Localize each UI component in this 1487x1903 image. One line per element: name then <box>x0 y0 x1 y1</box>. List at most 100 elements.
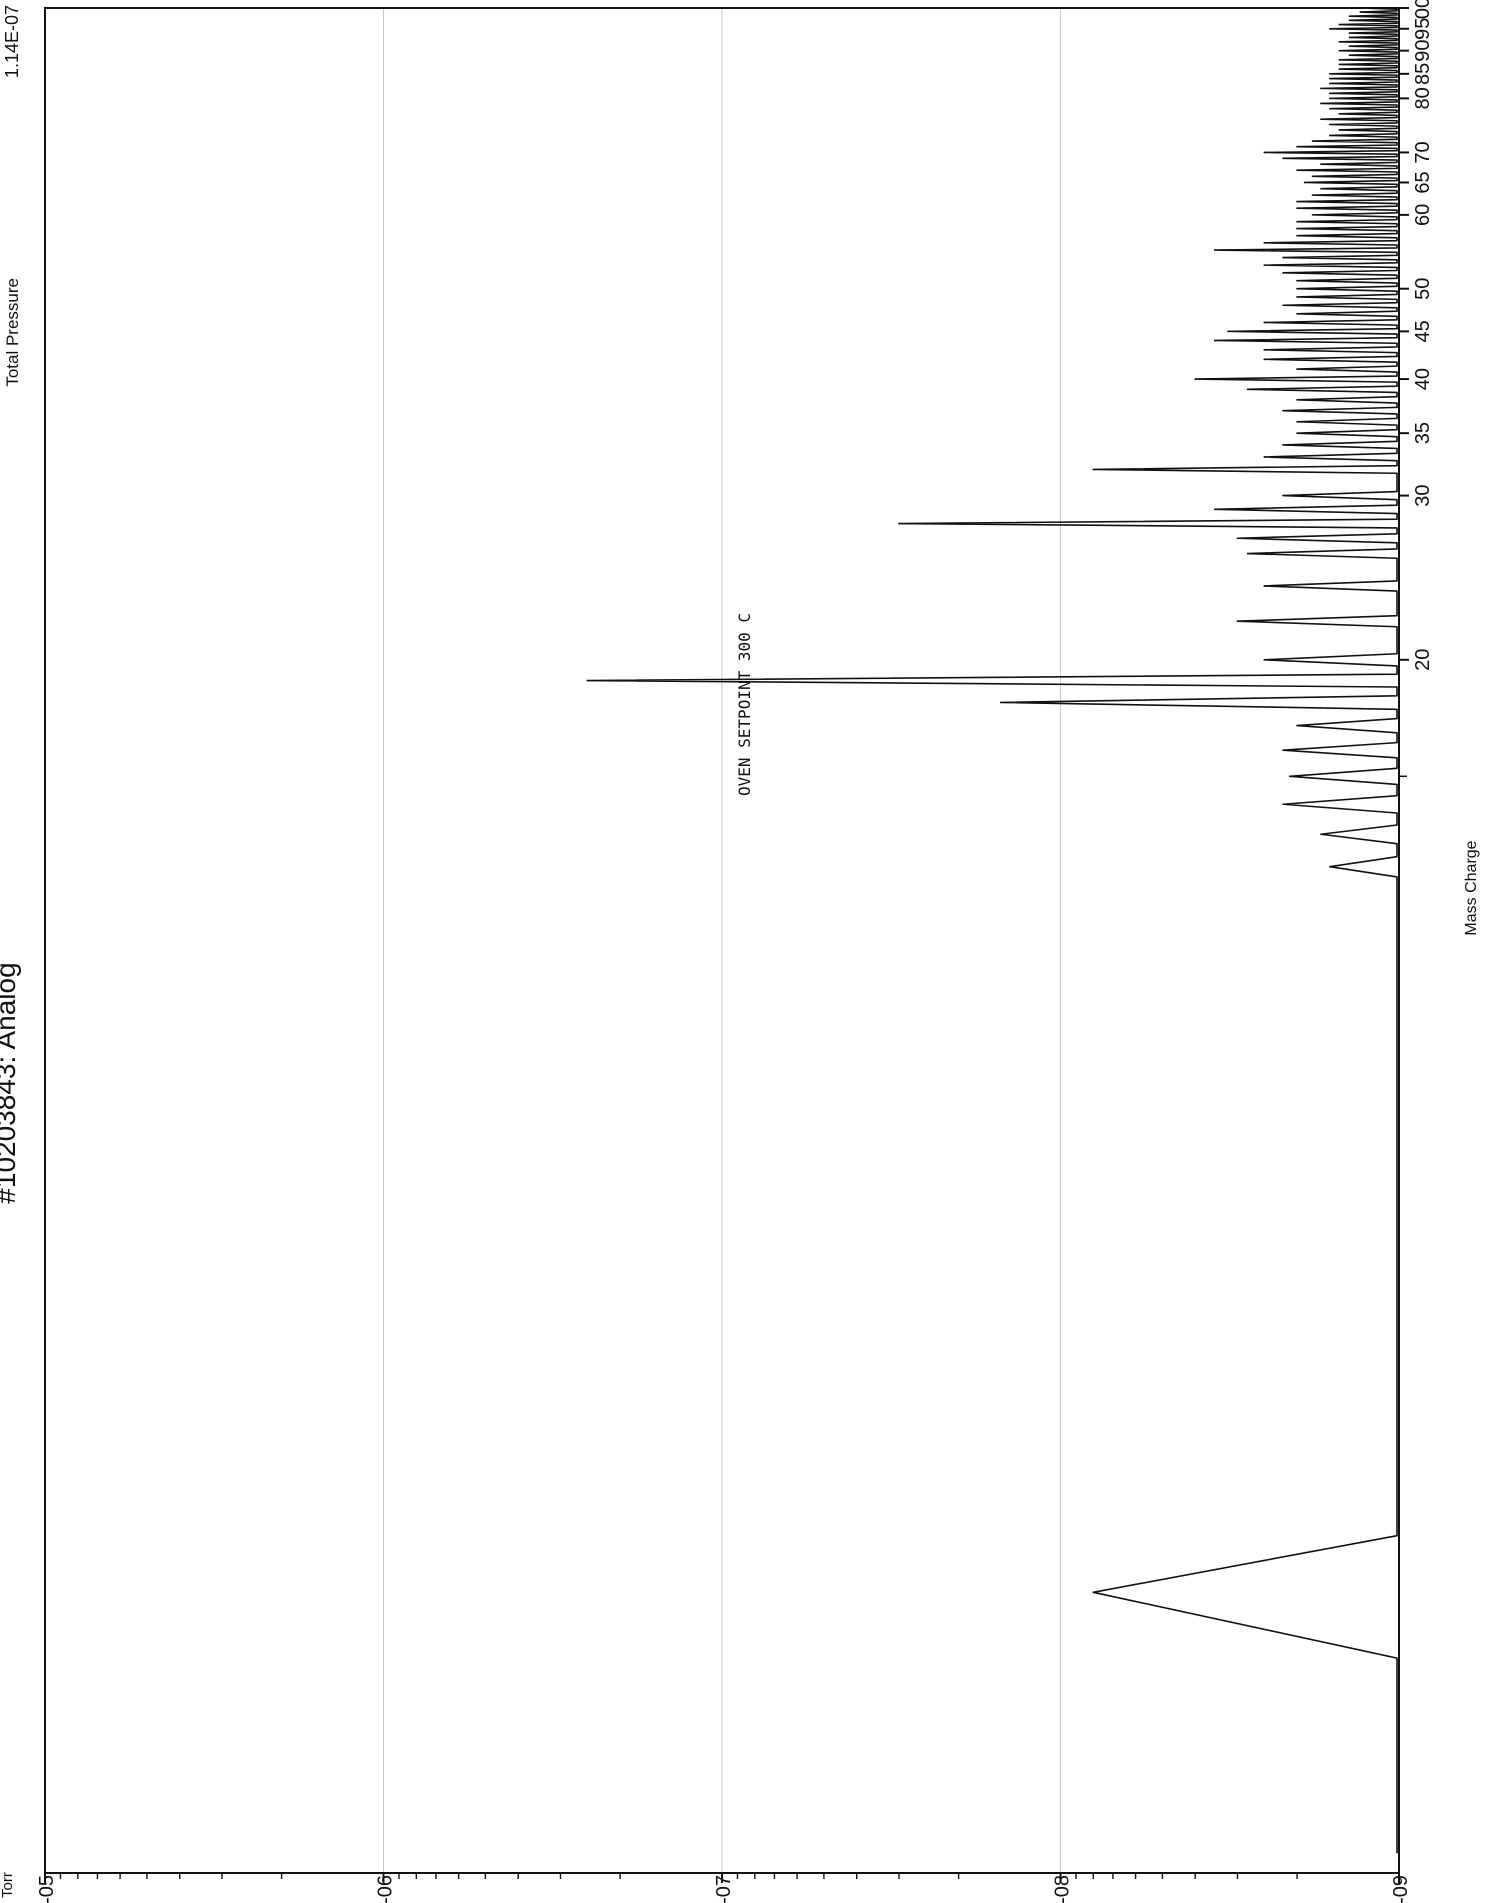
spectrum-peak <box>1296 234 1298 237</box>
pressure-axis: 0E-05 0E-06 0E-07 0E-08 0E-09 <box>36 1873 1412 1903</box>
spectrum-peak <box>1329 97 1331 100</box>
spectrum-peak <box>1338 129 1341 131</box>
pressure-tick-label: 0E-09 <box>1390 1875 1412 1903</box>
spectrum-peak <box>1329 82 1331 85</box>
mass-tick-label: 50 <box>1412 278 1434 300</box>
spectrum-peak <box>1263 151 1266 154</box>
spectrum-peak <box>1320 833 1322 836</box>
mass-tick-label: 20 <box>1412 649 1434 671</box>
spectrum-peak <box>1348 36 1351 39</box>
spectrum-peak <box>1311 214 1314 216</box>
spectrum-peak <box>1289 775 1291 778</box>
spectrum-peak <box>1348 15 1351 17</box>
total-pressure-label: Total Pressure <box>3 278 22 387</box>
spectrum-peak <box>1296 227 1298 230</box>
unit-label: Torr <box>0 1872 16 1898</box>
spectrum-peak <box>1329 73 1331 75</box>
spectrum-peak <box>1329 107 1331 110</box>
chart-title: #10203843: Analog <box>0 962 21 1203</box>
spectrum-peak <box>1214 249 1216 251</box>
pressure-tick-label: 0E-05 <box>36 1875 58 1903</box>
spectrum-peak <box>1348 45 1351 47</box>
spectrum-peak <box>1296 432 1298 434</box>
spectrum-peak <box>1348 32 1351 34</box>
mass-tick-label: 60 <box>1412 204 1434 226</box>
spectrum-peak <box>1320 118 1322 120</box>
spectrum-peak <box>1296 145 1298 148</box>
spectrum-peak <box>1282 256 1284 259</box>
total-pressure-value: 1.14E-07 <box>2 5 22 78</box>
spectrum-peak <box>1214 508 1216 511</box>
spectrum-peaks <box>586 7 1362 1594</box>
spectrum-peak <box>1296 399 1298 401</box>
spectrum-peak <box>586 679 589 682</box>
mass-tick-label: 30 <box>1412 484 1434 506</box>
mass-tick-label: 45 <box>1412 320 1434 342</box>
spectrum-peak <box>1282 157 1284 160</box>
spectrum-peak <box>1092 468 1095 471</box>
x-axis-label: Mass Charge <box>1463 840 1480 935</box>
mass-tick-label: 40 <box>1412 368 1434 390</box>
spectrum-peak <box>1282 494 1284 497</box>
mass-tick-label: 90 <box>1412 40 1434 62</box>
spectrum-peak <box>1214 339 1216 342</box>
spectrum-peak <box>1296 220 1298 223</box>
spectrum-peak <box>1303 181 1306 184</box>
spectrum-peak <box>1320 163 1322 165</box>
spectrum-peak <box>1282 304 1284 307</box>
spectrum-peak <box>1263 264 1266 266</box>
spectrum-peak <box>1329 134 1331 137</box>
spectrum-trace <box>586 7 1398 1854</box>
spectrum-peak <box>1320 187 1322 190</box>
spectrum-peak <box>1338 40 1341 43</box>
spectrum-peak <box>1348 54 1351 56</box>
spectrum-peak <box>898 522 900 525</box>
spectrum-peak <box>1263 242 1266 244</box>
spectrum-peak <box>1359 11 1362 13</box>
spectrum-peak <box>1263 321 1266 324</box>
spectrum-peak <box>1296 287 1298 290</box>
spectrum-peak <box>1092 1591 1095 1594</box>
spectrum-peak <box>1359 7 1362 9</box>
spectrum-peak <box>1296 296 1298 298</box>
mass-tick-label: 85 <box>1412 63 1434 85</box>
spectrum-peak <box>1329 77 1331 80</box>
spectrum-peak <box>1296 724 1298 727</box>
spectrum-peak <box>1338 63 1341 66</box>
spectrum-peak <box>1263 585 1266 587</box>
spectrum-peak <box>1246 552 1249 555</box>
spectrum-peak <box>1000 701 1002 704</box>
mass-tick-label: 35 <box>1412 422 1434 444</box>
pressure-gridlines <box>44 8 1400 1873</box>
spectrum-peak <box>1338 58 1341 61</box>
mass-tick-label: 65 <box>1412 171 1434 193</box>
spectrum-peak <box>1263 348 1266 351</box>
mass-tick-label: 95 <box>1412 18 1434 40</box>
spectrum-peak <box>1263 658 1266 661</box>
oven-setpoint-annotation: OVEN SETPOINT 300 C <box>735 613 754 796</box>
spectrum-peak <box>1296 312 1298 315</box>
spectrum-peak <box>1296 279 1298 282</box>
spectrum-peak <box>1338 68 1341 70</box>
spectrum-peak <box>1296 368 1298 370</box>
mass-tick-label: 00 <box>1412 0 1434 19</box>
spectrum-peak <box>1236 537 1239 540</box>
spectrum-peak <box>1194 378 1197 380</box>
spectrum-peak <box>1282 749 1284 751</box>
spectrum-peak <box>1311 194 1314 196</box>
spectrum-peak <box>1320 102 1322 105</box>
spectrum-peak <box>1282 409 1284 412</box>
spectrum-peak <box>1227 330 1229 333</box>
mass-tick-label: 80 <box>1412 87 1434 109</box>
spectrum-peak <box>1296 207 1298 209</box>
spectrum-peak <box>1338 113 1341 115</box>
spectrum-peak <box>1338 23 1341 26</box>
spectrum-peak <box>1329 123 1331 126</box>
pressure-tick-label: 0E-08 <box>1052 1875 1074 1903</box>
pressure-tick-label: 0E-07 <box>713 1875 735 1903</box>
spectrum-peak <box>1311 175 1314 178</box>
spectrum-peak <box>1338 49 1341 52</box>
spectrum-peak <box>1296 200 1298 203</box>
